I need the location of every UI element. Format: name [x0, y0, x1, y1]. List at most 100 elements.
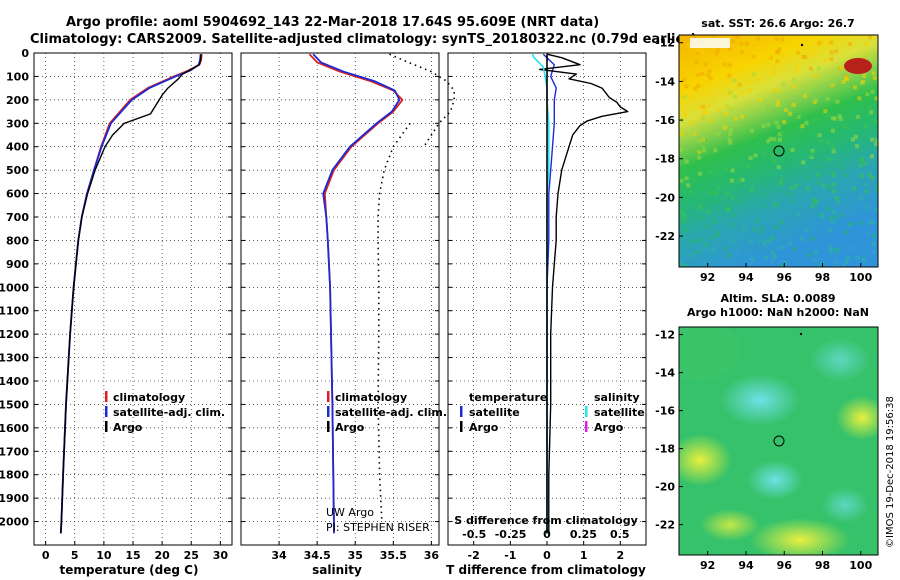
sst-pixel: [852, 85, 857, 90]
sst-pixel: [872, 76, 877, 81]
sst-pixel: [737, 198, 742, 203]
legend-swatch-s-satellite: [585, 406, 588, 417]
sst-pixel: [826, 113, 830, 118]
legend-label-satellite: satellite-adj. clim.: [335, 406, 447, 419]
salinity-legend: climatology satellite-adj. clim. Argo: [327, 391, 447, 434]
sst-pixel: [749, 187, 754, 192]
sst-pixel: [716, 107, 721, 112]
sst-pixel: [846, 256, 851, 261]
map-y-tick-label: -20: [655, 481, 675, 494]
depth-tick-label: 300: [6, 117, 29, 130]
sst-pixel: [750, 128, 754, 133]
map-x-tick-label: 100: [849, 271, 872, 284]
sst-pixel: [827, 186, 832, 191]
sst-pixel: [746, 59, 751, 64]
sst-field: [679, 35, 878, 267]
sst-pixel: [761, 150, 766, 155]
sst-pixel: [728, 90, 733, 95]
sst-pixel: [841, 80, 846, 84]
sst-pixel: [791, 198, 796, 203]
depth-tick-label: 900: [6, 258, 29, 271]
depth-tick-label: 500: [6, 164, 29, 177]
legend-swatch-t-argo: [460, 421, 463, 432]
sst-pixel: [725, 190, 730, 195]
sla-cyan-eddy: [720, 374, 800, 426]
sst-pixel: [686, 183, 691, 188]
sst-track-dot: [800, 43, 804, 47]
sst-map-frame: [678, 34, 879, 268]
difference-legend: temperature satellite Argo salinity sate…: [460, 391, 645, 434]
sst-pixel: [842, 264, 847, 267]
sst-pixel: [696, 105, 701, 110]
sst-pixel: [857, 96, 862, 101]
sst-pixel: [683, 263, 688, 267]
legend-label-s-satellite: satellite: [594, 406, 645, 419]
map-y-tick-label: -14: [655, 367, 675, 380]
map-x-tick-label: 100: [849, 559, 872, 572]
sst-pixel: [814, 98, 819, 103]
sst-pixel: [708, 118, 713, 123]
sst-pixel: [842, 123, 847, 128]
annotation-pi: PI: STEPHEN RISER: [326, 521, 430, 534]
sst-pixel: [820, 214, 824, 219]
map-y-tick-label: -20: [655, 191, 675, 204]
x-tick-label: 36: [424, 549, 440, 562]
sst-pixel: [761, 193, 765, 197]
tick-layer: 0 5 10 15 20 25 30 34 34.5 35 35.5 36 -2 -1 0 1 2: [34, 52, 646, 562]
sst-pixel: [821, 183, 826, 188]
sst-pixel: [859, 220, 864, 225]
sst-pixel: [679, 132, 684, 137]
sst-pixel: [876, 182, 878, 187]
sla-axis: -12 -14 -16 -18 -20 -22 92 94 96 98 100: [655, 329, 872, 572]
sst-pixel: [845, 77, 849, 82]
sst-pixel: [706, 209, 711, 214]
map-x-tick-label: 98: [815, 559, 830, 572]
sst-pixel: [828, 216, 833, 221]
sst-pixel: [780, 53, 785, 58]
s-tick-label: 0.25: [570, 528, 597, 541]
depth-tick-label: 0: [21, 47, 29, 60]
sst-pixel: [766, 52, 771, 57]
sst-pixel: [748, 239, 753, 244]
sst-pixel: [850, 222, 855, 227]
sst-pixel: [777, 47, 782, 52]
sst-pixel: [698, 215, 703, 220]
sst-pixel: [862, 257, 866, 262]
sst-pixel: [681, 170, 686, 175]
sst-pixel: [694, 249, 699, 254]
series-argo-spread-right: [389, 53, 456, 148]
sst-pixel: [684, 135, 689, 139]
sst-pixel: [739, 41, 744, 46]
sst-pixel: [730, 195, 735, 200]
sst-pixel: [802, 94, 807, 98]
sst-pixel: [734, 252, 739, 257]
sst-pixel: [864, 42, 869, 47]
s-tick-label: 0: [543, 528, 551, 541]
sst-pixel: [785, 157, 789, 162]
sst-pixel: [789, 186, 794, 191]
x-tick-label: 30: [213, 549, 229, 562]
depth-tick-label: 400: [6, 141, 29, 154]
sst-pixel: [826, 207, 831, 212]
x-tick-label: -2: [468, 549, 480, 562]
legend-label-s-argo: Argo: [594, 421, 624, 434]
sst-pixel: [707, 91, 712, 96]
sst-pixel: [813, 74, 818, 79]
sst-pixel: [700, 82, 705, 87]
sst-pixel: [774, 120, 779, 125]
sst-pixel: [762, 242, 766, 247]
map-y-tick-label: -16: [655, 114, 675, 127]
sst-map-title: sat. SST: 26.6 Argo: 26.7: [701, 17, 854, 30]
sst-pixel: [875, 186, 878, 191]
sst-pixel: [709, 235, 714, 240]
sst-pixel: [682, 77, 687, 82]
sst-pixel: [828, 228, 833, 233]
sst-axis: -12 -14 -16 -18 -20 -22 92 94 96 98 100: [655, 37, 872, 284]
sst-pixel: [776, 103, 781, 108]
sst-pixel: [770, 88, 775, 93]
sst-pixel: [847, 222, 852, 227]
sst-pixel: [724, 166, 729, 171]
sst-pixel: [863, 161, 868, 166]
plot-layer: [59, 53, 629, 534]
